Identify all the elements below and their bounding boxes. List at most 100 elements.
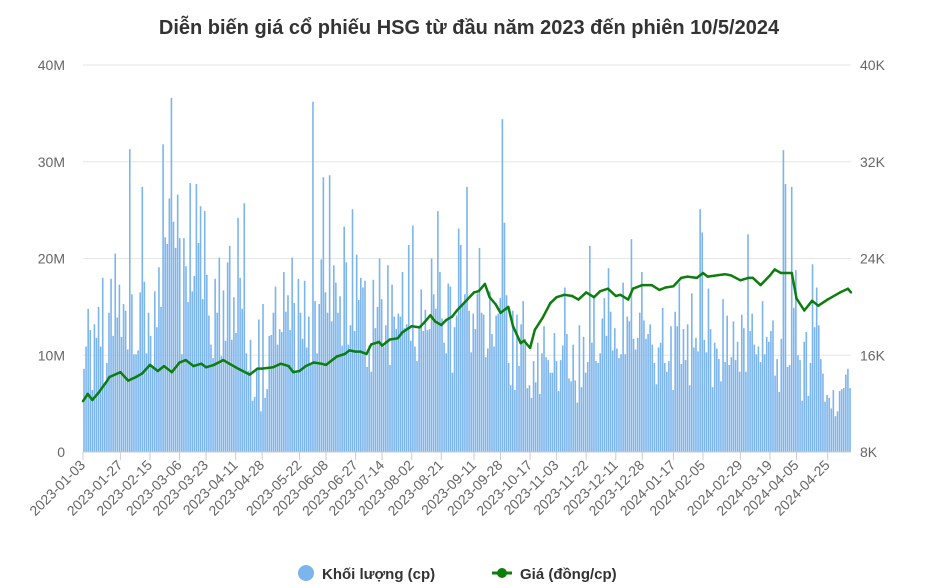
volume-bar xyxy=(514,390,516,452)
price-point xyxy=(127,379,130,382)
volume-bar xyxy=(817,325,820,452)
price-point xyxy=(592,296,596,299)
volume-bar xyxy=(586,362,589,452)
price-point xyxy=(686,275,689,278)
volume-bar xyxy=(310,364,312,452)
volume-bar xyxy=(543,326,545,452)
volume-bar xyxy=(432,294,435,452)
price-point xyxy=(483,282,487,286)
price-point xyxy=(134,375,138,379)
volume-bar xyxy=(574,380,577,452)
price-line xyxy=(81,268,852,402)
price-point xyxy=(790,271,793,275)
volume-bar xyxy=(730,357,733,452)
price-point xyxy=(838,291,842,294)
volume-bar xyxy=(183,238,185,452)
price-point xyxy=(599,290,602,293)
volume-bar xyxy=(755,354,758,452)
volume-bar xyxy=(274,286,277,452)
volume-bar xyxy=(799,360,801,452)
volume-bar xyxy=(260,411,262,452)
volume-bar xyxy=(641,272,643,452)
price-point xyxy=(488,296,491,299)
price-point xyxy=(354,350,357,353)
volume-bar xyxy=(299,312,302,452)
price-point xyxy=(178,361,181,364)
volume-bar xyxy=(249,339,252,452)
price-point xyxy=(810,299,814,302)
price-point xyxy=(747,276,750,280)
y-right-tick-label: 8K xyxy=(860,444,878,460)
legend-item-volume[interactable]: Khối lượng (cp) xyxy=(298,565,435,583)
volume-bar xyxy=(324,292,327,452)
volume-bar xyxy=(770,331,772,452)
volume-bar xyxy=(93,324,96,452)
volume-bar xyxy=(697,351,699,452)
volume-bar xyxy=(688,385,691,452)
volume-bar xyxy=(659,342,662,452)
legend-item-price[interactable]: Giá (đồng/cp) xyxy=(492,566,617,583)
price-point xyxy=(410,325,413,328)
volume-bar xyxy=(632,338,635,452)
price-point xyxy=(433,320,437,323)
volume-bar xyxy=(534,382,537,452)
volume-bar xyxy=(630,239,633,452)
volume-bar xyxy=(349,325,352,452)
volume-bar xyxy=(370,371,373,452)
volume-bar xyxy=(524,338,527,452)
volume-bar xyxy=(724,362,726,452)
volume-bar xyxy=(476,293,479,452)
price-point xyxy=(200,362,203,365)
volume-bar xyxy=(201,299,204,452)
volume-bar xyxy=(451,372,454,452)
volume-bar xyxy=(564,287,566,452)
volume-bar xyxy=(174,247,177,452)
volume-bar xyxy=(539,393,541,452)
volume-bar xyxy=(428,329,431,452)
price-point xyxy=(723,273,726,276)
volume-bar xyxy=(747,234,749,452)
volume-bar xyxy=(838,391,841,452)
volume-bar xyxy=(845,374,847,452)
price-point xyxy=(528,346,532,350)
price-point xyxy=(298,369,301,373)
volume-bar xyxy=(364,280,366,452)
volume-bar xyxy=(160,306,162,452)
price-point xyxy=(650,283,653,287)
volume-bar xyxy=(811,264,814,452)
volume-bar xyxy=(449,286,452,452)
volume-bar xyxy=(520,324,522,452)
price-point xyxy=(304,364,307,368)
volume-bar xyxy=(595,361,597,452)
volume-bar xyxy=(807,395,810,452)
volume-bar xyxy=(682,329,685,452)
volume-bar xyxy=(678,282,681,452)
volume-bar xyxy=(343,226,345,452)
volume-bar xyxy=(387,265,389,452)
volume-bar xyxy=(405,324,408,452)
volume-bar xyxy=(85,346,87,452)
volume-bar xyxy=(418,326,420,452)
volume-bar xyxy=(285,311,287,452)
price-point xyxy=(795,297,798,300)
volume-bar xyxy=(501,119,504,453)
volume-series xyxy=(83,97,851,453)
volume-bar xyxy=(237,217,239,452)
volume-bar xyxy=(618,358,620,452)
price-point xyxy=(706,275,709,278)
price-point xyxy=(465,299,468,302)
price-point xyxy=(451,315,454,318)
volume-bar xyxy=(166,243,169,452)
volume-bar xyxy=(491,333,493,452)
volume-bar xyxy=(842,388,845,452)
price-point xyxy=(260,367,264,370)
volume-bar xyxy=(409,340,412,452)
volume-bar xyxy=(792,307,795,452)
volume-bar xyxy=(718,359,720,452)
volume-bar xyxy=(216,312,219,452)
volume-bar xyxy=(703,339,706,452)
price-point xyxy=(784,271,787,275)
volume-bar xyxy=(328,175,331,453)
price-point xyxy=(91,398,94,402)
